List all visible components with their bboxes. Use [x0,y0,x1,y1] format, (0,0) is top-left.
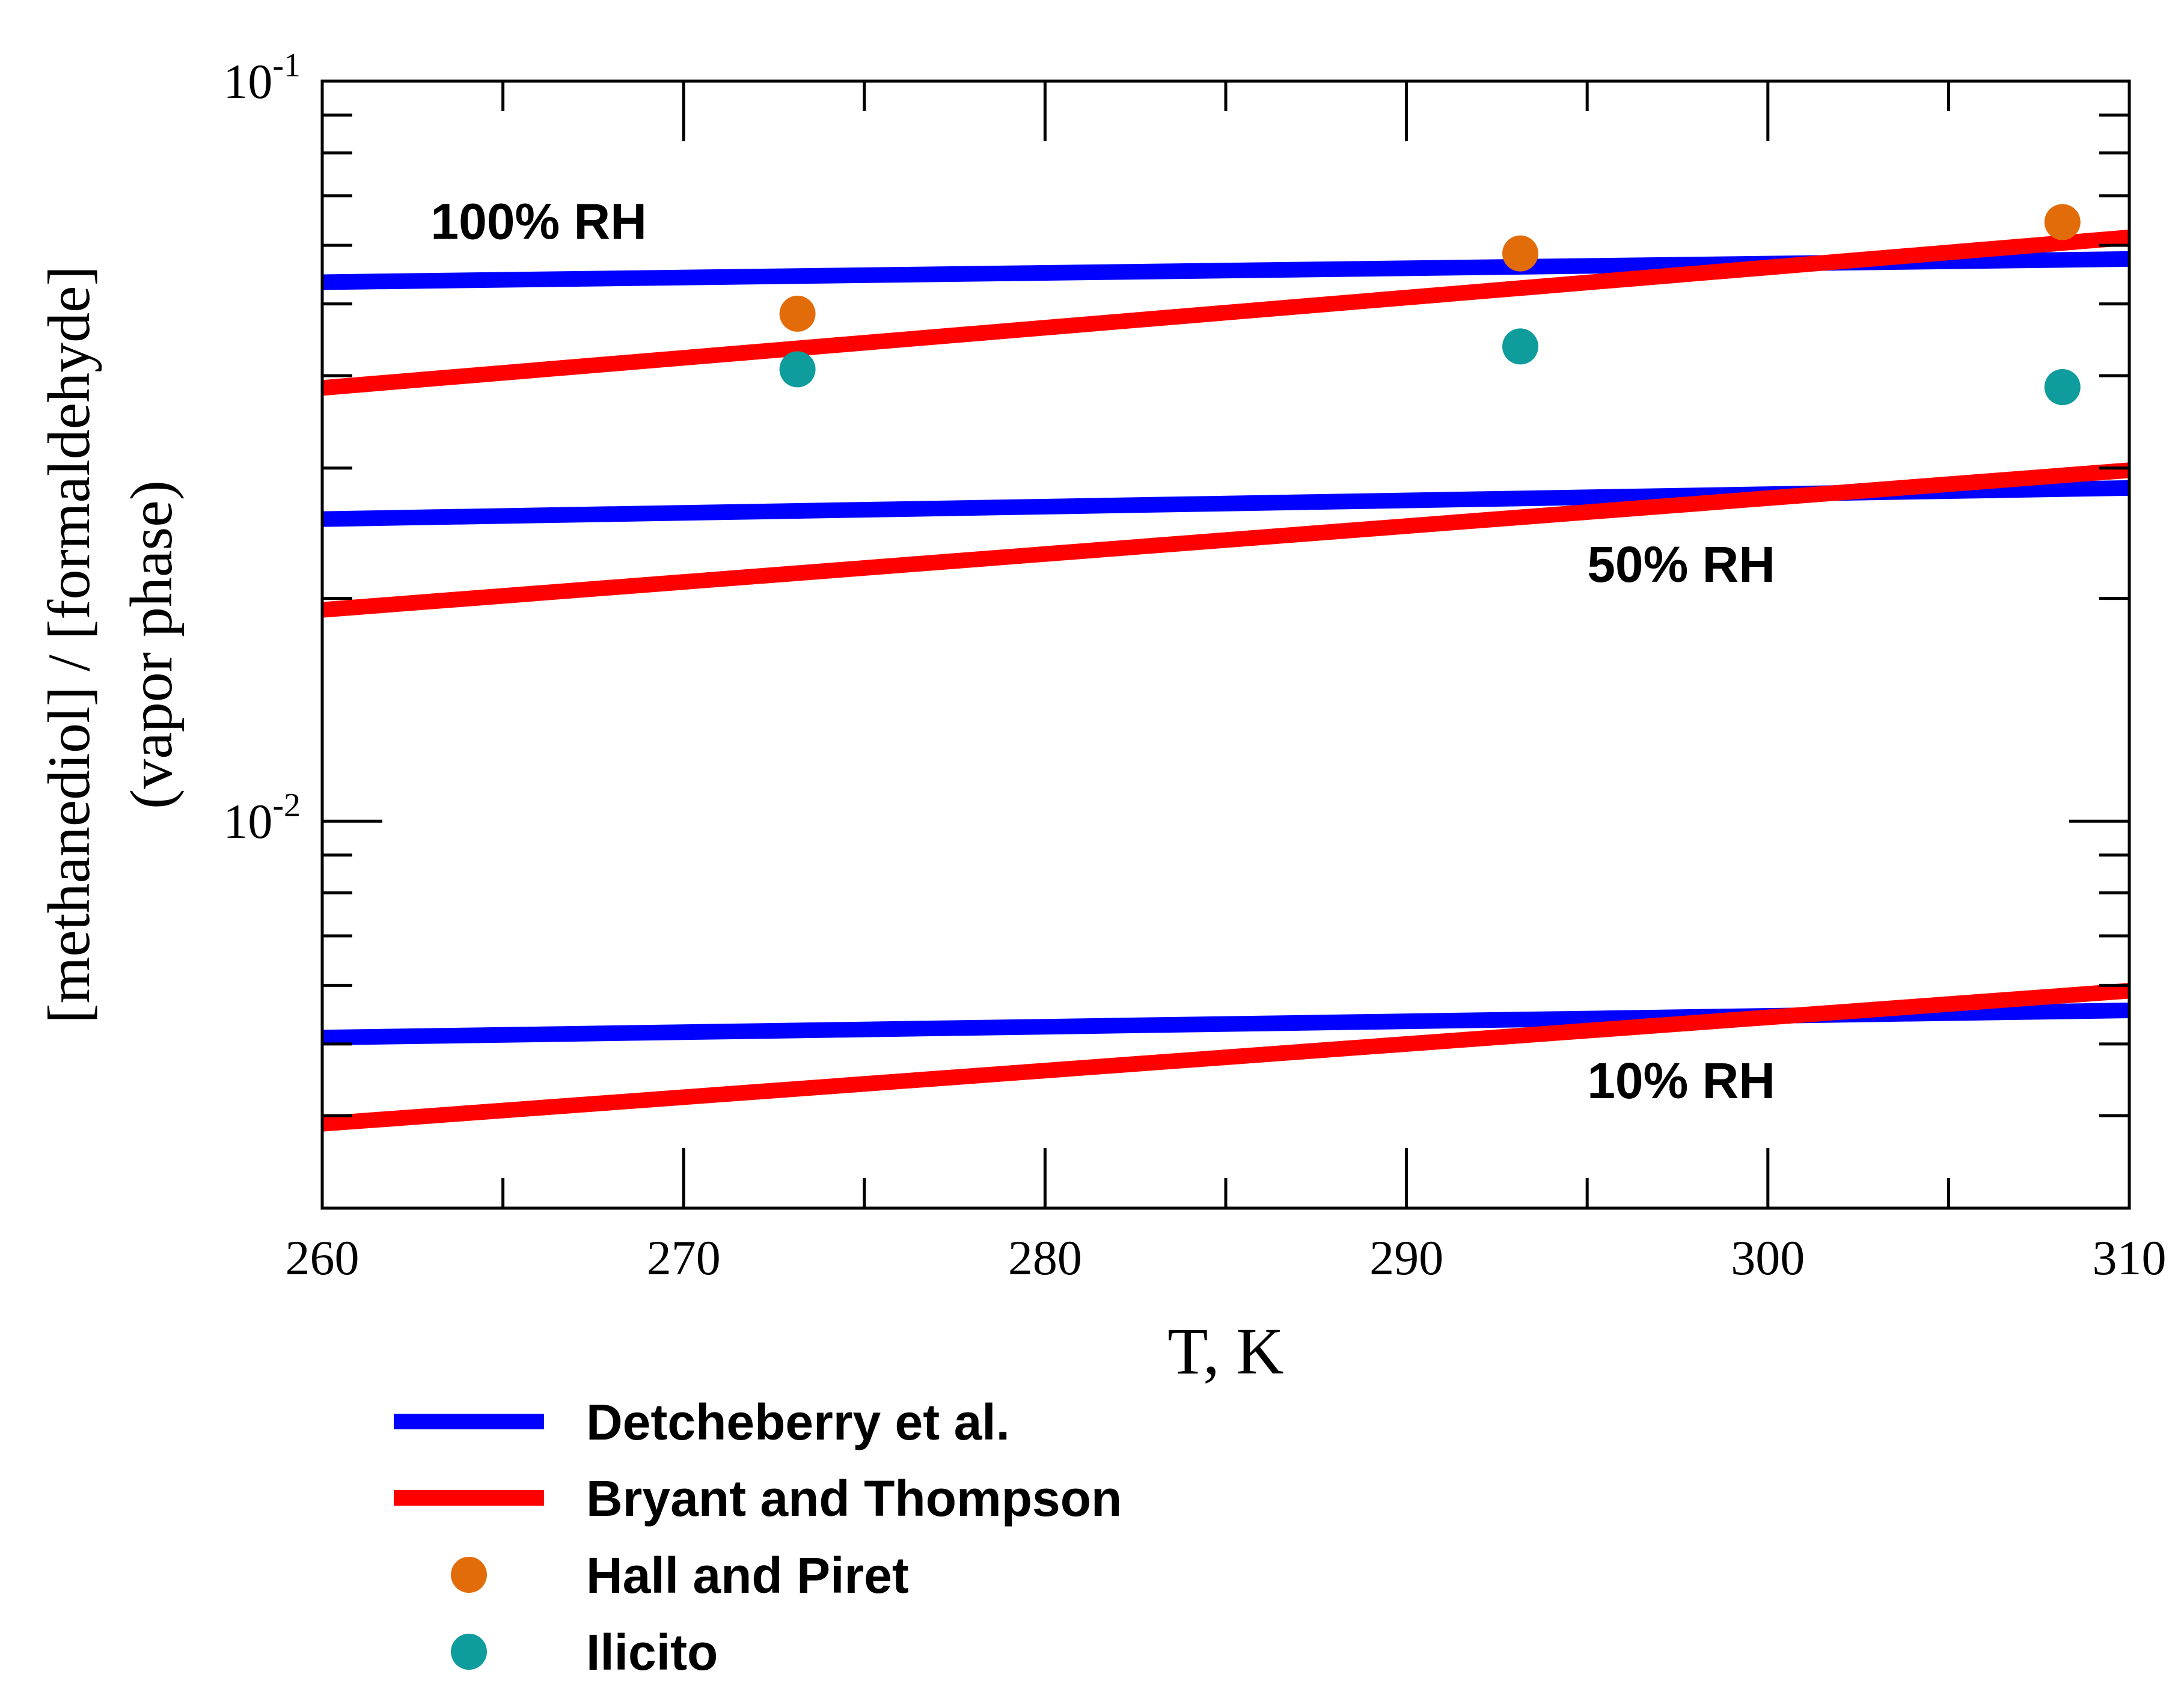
data-point-ilicito [2044,369,2081,406]
series-line-bryant-and-thompson-10rh [322,983,2130,1132]
legend-swatch-hall-and-piret [451,1557,487,1593]
x-tick-label: 260 [286,1230,359,1285]
annotations: 100% RH 50% RH 10% RH [430,193,1775,1109]
data-point-hall-and-piret [2044,204,2081,240]
x-tick-label: 300 [1731,1230,1805,1285]
y-tick-label-exponent: -2 [272,787,301,824]
legend: Detcheberry et al. Bryant and Thompson Hal… [394,1394,1122,1681]
annotation-10-rh: 10% RH [1587,1052,1775,1109]
y-tick-label-base: 10 [223,54,272,109]
x-axis-title: T, K [1167,1315,1283,1388]
annotation-50-rh: 50% RH [1587,536,1775,593]
y-axis-title-line-2: (vapor phase) [118,480,185,809]
x-tick-label: 290 [1369,1230,1443,1285]
x-tick-label: 310 [2093,1230,2167,1285]
data-point-ilicito [779,351,816,388]
x-tick-label: 270 [647,1230,721,1285]
x-tick-label: 280 [1008,1230,1082,1285]
data-point-hall-and-piret [779,295,816,332]
legend-swatch-ilicito [451,1634,487,1670]
legend-label-detcheberry-et-al-: Detcheberry et al. [586,1394,1010,1450]
legend-label-bryant-and-thompson: Bryant and Thompson [586,1470,1122,1527]
y-tick-label-exponent: -1 [272,47,301,84]
data-point-hall-and-piret [1502,235,1538,272]
y-tick-label: 10-1 [223,47,301,109]
legend-label-ilicito: Ilicito [586,1624,718,1681]
y-axis-title-line-1: [methanediol] / [formaldehyde] [35,266,102,1024]
data-point-ilicito [1502,328,1538,365]
axis-labels: T, K [methanediol] / [formaldehyde] (vap… [35,266,1284,1388]
y-tick-label-base: 10 [223,794,272,849]
series-line-bryant-and-thompson-100rh [321,229,2130,396]
legend-label-hall-and-piret: Hall and Piret [586,1547,909,1604]
plot-marks [321,204,2130,1132]
annotation-100-rh: 100% RH [430,193,647,249]
y-tick-label: 10-2 [223,787,301,849]
series-line-bryant-and-thompson-50rh [321,462,2130,618]
